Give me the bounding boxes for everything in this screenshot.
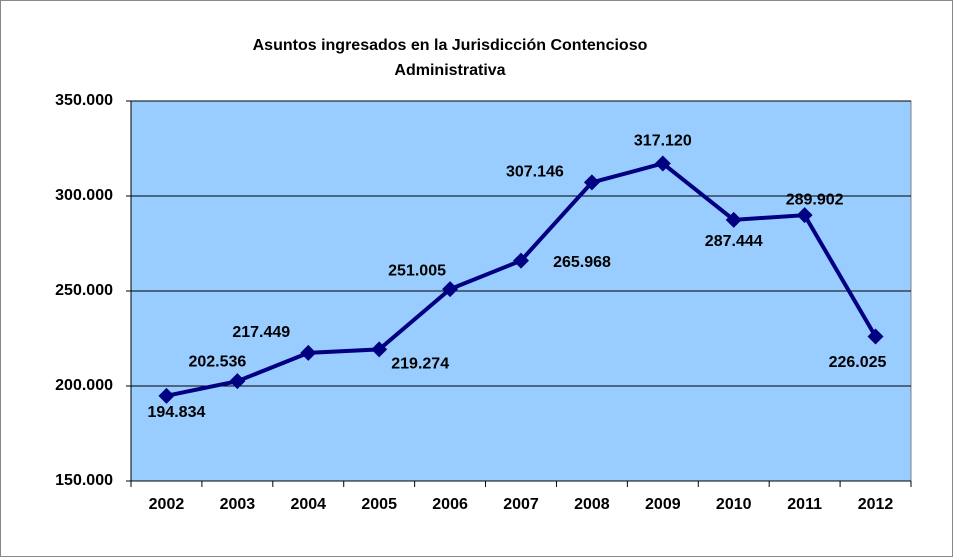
data-point [442,281,459,298]
chart-title: Administrativa [394,62,505,79]
data-point [583,174,600,191]
y-tick-label: 300.000 [55,187,113,204]
x-tick-label: 2004 [290,496,326,513]
data-point [300,344,317,361]
x-tick-label: 2003 [220,496,256,513]
data-point [158,387,175,404]
x-tick-label: 2008 [574,496,610,513]
x-tick-label: 2007 [503,496,539,513]
data-point [867,328,884,345]
y-tick-label: 200.000 [55,377,113,394]
data-label: 251.005 [388,262,446,279]
data-label: 317.120 [634,133,692,150]
data-point [229,373,246,390]
x-tick-label: 2009 [645,496,681,513]
y-tick-label: 350.000 [55,92,113,109]
x-tick-label: 2005 [361,496,397,513]
data-label: 287.444 [705,233,763,250]
chart-title: Asuntos ingresados en la Jurisdicción Co… [253,37,648,54]
data-label: 217.449 [232,324,290,341]
x-tick-label: 2011 [787,496,822,513]
x-tick-label: 2006 [432,496,468,513]
y-tick-label: 150.000 [55,472,113,489]
x-tick-label: 2012 [858,496,894,513]
x-tick-label: 2002 [149,496,185,513]
data-label: 226.025 [829,354,887,371]
data-label: 307.146 [506,164,564,181]
data-point [371,341,388,358]
data-point [725,211,742,228]
data-point [796,207,813,224]
data-point [513,252,529,269]
data-label: 194.834 [148,404,206,421]
data-label: 202.536 [188,353,246,370]
x-tick-label: 2010 [716,496,752,513]
data-label: 289.902 [786,191,844,208]
y-tick-label: 250.000 [55,282,113,299]
data-label: 219.274 [391,356,449,373]
data-label: 265.968 [553,254,611,271]
data-point [654,155,671,172]
